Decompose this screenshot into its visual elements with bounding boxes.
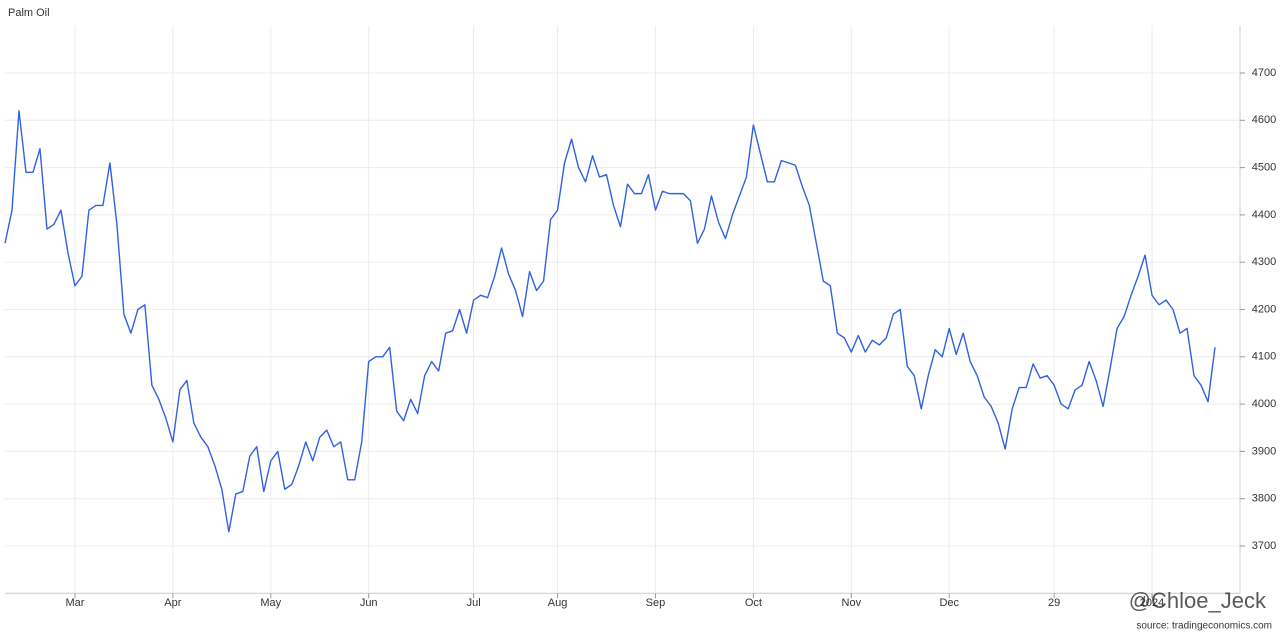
- x-tick-label: Aug: [548, 597, 568, 609]
- y-tick-label: 4200: [1252, 303, 1276, 315]
- x-tick-label: Mar: [65, 597, 84, 609]
- x-tick-label: Apr: [164, 597, 181, 609]
- y-tick-label: 3800: [1252, 493, 1276, 505]
- x-tick-label: 29: [1048, 597, 1060, 609]
- x-tick-label: Jun: [360, 597, 378, 609]
- y-tick-label: 4000: [1252, 398, 1276, 410]
- source: source: tradingeconomics.com: [1136, 621, 1272, 632]
- price-line: [4, 110, 1216, 533]
- x-tick-label: Jul: [467, 597, 481, 609]
- chart-title: Palm Oil: [8, 7, 50, 19]
- y-tick-label: 4700: [1252, 67, 1276, 79]
- y-tick-label: 3900: [1252, 445, 1276, 457]
- y-tick-label: 4400: [1252, 209, 1276, 221]
- y-tick-label: 4300: [1252, 256, 1276, 268]
- watermark: @Chloe_Jeck: [1129, 588, 1267, 613]
- x-tick-label: Dec: [939, 597, 959, 609]
- x-tick-label: Oct: [745, 597, 762, 609]
- x-tick-label: Sep: [646, 597, 666, 609]
- y-tick-label: 4600: [1252, 114, 1276, 126]
- x-tick-label: May: [260, 597, 281, 609]
- y-tick-label: 4100: [1252, 351, 1276, 363]
- x-tick-label: Nov: [842, 597, 862, 609]
- x-tick-label: 2024: [1140, 597, 1164, 609]
- y-tick-label: 4500: [1252, 162, 1276, 174]
- y-tick-label: 3700: [1252, 540, 1276, 552]
